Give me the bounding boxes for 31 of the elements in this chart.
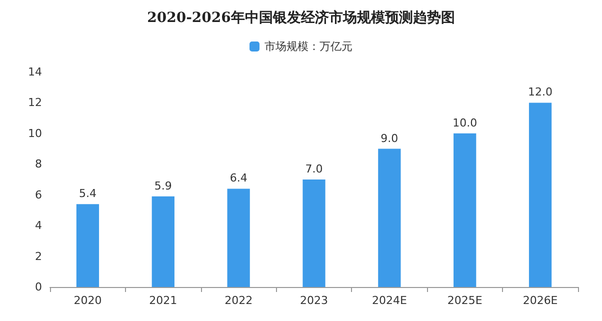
x-tick-label: 2021: [149, 294, 178, 307]
text: 7.0: [305, 162, 323, 176]
x-tick-label: 2022: [224, 294, 253, 307]
text: 9.0: [380, 132, 398, 145]
y-tick-label: 12: [28, 96, 42, 110]
bar: [378, 148, 401, 287]
y-tick-label: 10: [28, 126, 42, 140]
x-tick-label: 2020: [74, 294, 102, 307]
x-tick-label: 2026E: [522, 294, 558, 307]
bar: [302, 180, 326, 287]
text: 5.4: [78, 187, 96, 200]
text: 6.4: [230, 172, 248, 185]
x-tick-label: 2025E: [447, 294, 482, 307]
bar: [76, 204, 100, 287]
y-tick-label: 4: [35, 219, 42, 232]
bar: [152, 196, 174, 287]
chart-title: 2020-2026年中国银发经济市场规模预测趋势图: [147, 9, 455, 26]
x-tick-label: 2024E: [372, 294, 407, 307]
y-tick-label: 0: [35, 280, 42, 294]
text: 10.0: [452, 116, 478, 130]
bar: [227, 188, 250, 287]
bar: [454, 133, 476, 287]
bar: [528, 102, 552, 287]
text: 12.0: [528, 86, 553, 99]
y-tick-label: 2: [35, 250, 42, 263]
y-tick-label: 14: [28, 66, 42, 78]
y-tick-label: 6: [35, 188, 42, 202]
text: 5.9: [154, 179, 172, 192]
y-tick-label: 8: [35, 158, 42, 171]
legend-label: 市场规模：万亿元: [264, 40, 352, 53]
x-tick-label: 2023: [300, 294, 328, 307]
